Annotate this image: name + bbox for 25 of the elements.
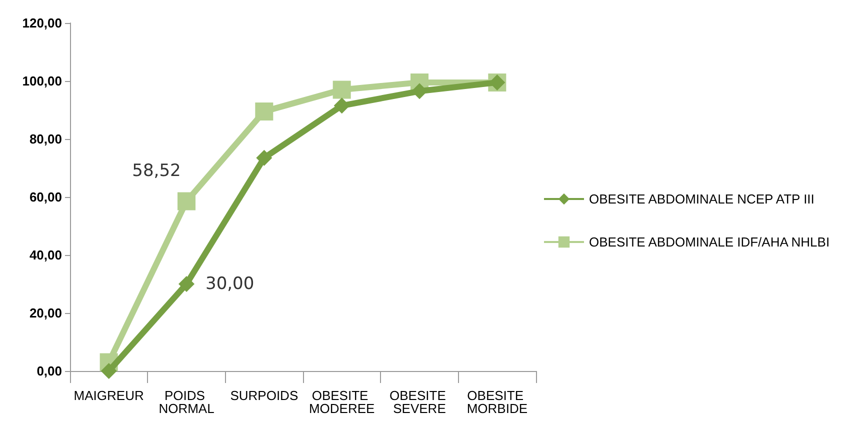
x-tick-label: MAIGREUR: [74, 388, 144, 403]
point: [178, 276, 194, 292]
y-tick-label: 120,00: [22, 16, 62, 30]
legend-label: OBESITE ABDOMINALE NCEP ATP III: [589, 192, 814, 206]
point: [332, 80, 351, 99]
point: [178, 192, 196, 210]
y-tick-label: 40,00: [29, 248, 62, 262]
legend-label: OBESITE ABDOMINALE IDF/AHA NHLBI: [589, 234, 830, 250]
x-tick-label: OBESITE SEVERE: [390, 388, 450, 416]
data-label: 58,52: [132, 160, 181, 181]
y-tick-label: 0,00: [36, 364, 62, 378]
x-tick-label: SURPOIDS: [230, 388, 298, 403]
data-label: 30,00: [206, 274, 254, 294]
x-tick-label: OBESITE MORBIDE: [466, 388, 528, 416]
y-tick-label: 100,00: [22, 74, 62, 88]
y-tick-label: 20,00: [29, 306, 62, 320]
point: [100, 363, 117, 379]
point: [412, 83, 428, 100]
point: [334, 98, 350, 114]
y-tick-label: 60,00: [29, 190, 62, 204]
point: [255, 102, 274, 120]
y-tick-label: 80,00: [29, 132, 62, 146]
x-tick-label: POIDS NORMAL: [158, 388, 214, 416]
point: [256, 150, 272, 166]
x-tick-label: OBESITE MODEREE: [308, 388, 376, 416]
